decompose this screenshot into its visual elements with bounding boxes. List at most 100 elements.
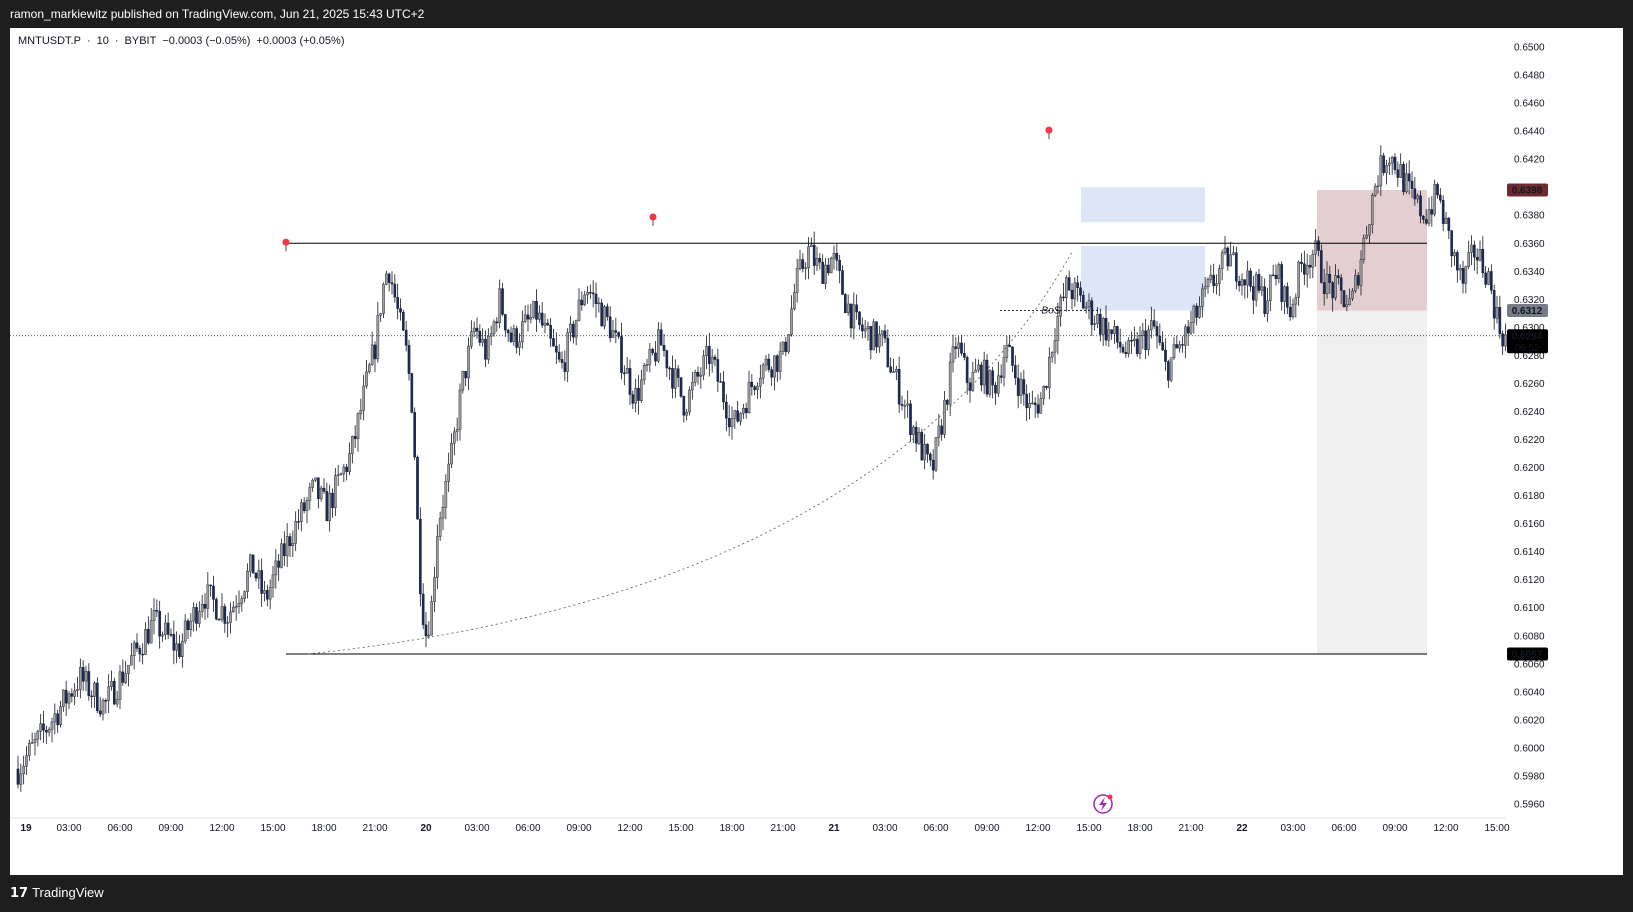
candle-body: [73, 690, 76, 697]
candle-body: [161, 634, 164, 637]
candle-body: [1016, 377, 1020, 396]
x-tick-label: 18:00: [719, 823, 744, 834]
x-tick-label: 03:00: [464, 823, 489, 834]
candle-body: [1382, 155, 1385, 173]
candle-body: [294, 521, 297, 544]
candle-body: [1232, 252, 1235, 255]
candle-body: [1048, 356, 1051, 388]
x-tick-label: 12:00: [617, 823, 642, 834]
candle-body: [478, 331, 482, 343]
candle-body: [464, 371, 467, 379]
candle-body: [1002, 357, 1006, 378]
footer-brand[interactable]: TradingView: [32, 885, 104, 900]
candle-body: [855, 304, 858, 313]
candle-body: [1090, 300, 1094, 325]
candle-body: [356, 413, 360, 440]
candle-body: [861, 324, 864, 332]
candle-body: [1155, 325, 1159, 337]
candle-body: [212, 585, 215, 600]
candle-body: [1475, 256, 1479, 261]
candle-body: [404, 329, 408, 346]
candle-body: [1082, 295, 1085, 309]
price-chart[interactable]: BoS0.65000.64800.64600.64400.64200.64000…: [10, 28, 1623, 875]
candle-body: [1246, 270, 1249, 286]
candle-body: [1413, 188, 1417, 200]
candle-body: [914, 426, 918, 444]
candle-body: [1065, 277, 1068, 298]
candle-body: [113, 681, 116, 705]
candle-body: [747, 381, 751, 414]
candle-body: [977, 364, 980, 371]
candle-body: [376, 315, 380, 360]
candle-body: [209, 584, 212, 587]
candle-body: [291, 543, 295, 547]
bos-label: BoS: [1042, 306, 1061, 317]
candle-body: [563, 362, 567, 372]
candle-body: [280, 543, 283, 568]
candle-body: [257, 570, 261, 579]
chart-frame[interactable]: BoS0.65000.64800.64600.64400.64200.64000…: [10, 28, 1623, 875]
candle-body: [640, 379, 643, 401]
candle-body: [693, 372, 697, 383]
publisher-bar: ramon_markiewitz published on TradingVie…: [0, 0, 1633, 28]
candle-body: [617, 332, 620, 337]
candle-body: [971, 372, 975, 391]
candle-body: [67, 693, 71, 704]
candle-body: [450, 442, 453, 465]
candle-body: [688, 389, 691, 413]
candle-body: [648, 349, 652, 365]
stop-price-label-bg: [1507, 647, 1548, 661]
candle-body: [892, 371, 895, 373]
x-tick-label: 15:00: [668, 823, 693, 834]
candle-body: [790, 308, 793, 335]
candle-body: [1033, 402, 1037, 405]
candle-body: [781, 341, 785, 352]
candle-body: [506, 329, 510, 334]
candle-body: [79, 667, 82, 690]
candle-body: [101, 699, 105, 715]
x-tick-label: 03:00: [56, 823, 81, 834]
candle-body: [759, 377, 762, 387]
candle-body: [1271, 274, 1275, 277]
y-tick-label: 0.6380: [1514, 211, 1545, 222]
candle-body: [1427, 209, 1431, 224]
candle-body: [189, 620, 193, 631]
candle-body: [727, 417, 731, 428]
candle-body: [1073, 282, 1077, 300]
candle-body: [929, 453, 932, 461]
candle-body: [1164, 349, 1167, 362]
candle-body: [705, 346, 708, 356]
candle-body: [1235, 252, 1238, 282]
candle-body: [801, 259, 805, 269]
candle-body: [1121, 346, 1125, 353]
candle-body: [504, 314, 507, 331]
candle-body: [818, 258, 822, 263]
symbol-change-2: +0.0003 (+0.05%): [256, 35, 345, 47]
x-tick-label: 21:00: [1178, 823, 1203, 834]
candle-body: [1416, 195, 1419, 200]
candle-body: [419, 518, 422, 595]
candle-body: [1186, 326, 1190, 334]
candle-body: [237, 603, 241, 607]
candle-body: [1345, 304, 1349, 307]
candle-body: [336, 474, 340, 477]
candle-body: [115, 699, 119, 705]
candle-body: [36, 731, 40, 740]
candle-body: [305, 500, 309, 511]
candle-body: [1328, 273, 1332, 283]
candle-body: [421, 593, 425, 626]
candle-body: [334, 475, 337, 508]
candle-body: [1348, 298, 1351, 305]
entry-price-label: 0.6312: [1512, 306, 1543, 317]
candle-body: [1337, 275, 1340, 278]
candle-body: [1351, 290, 1354, 299]
candle-body: [1028, 403, 1031, 409]
candle-body: [206, 584, 210, 609]
candle-body: [1249, 270, 1252, 287]
symbol-name[interactable]: MNTUSDT.P: [18, 35, 81, 47]
candle-body: [1368, 224, 1371, 236]
candle-body: [22, 765, 25, 775]
candle-body: [1444, 217, 1448, 224]
tradingview-logo-icon[interactable]: 17: [10, 886, 29, 901]
candle-body: [492, 321, 496, 334]
